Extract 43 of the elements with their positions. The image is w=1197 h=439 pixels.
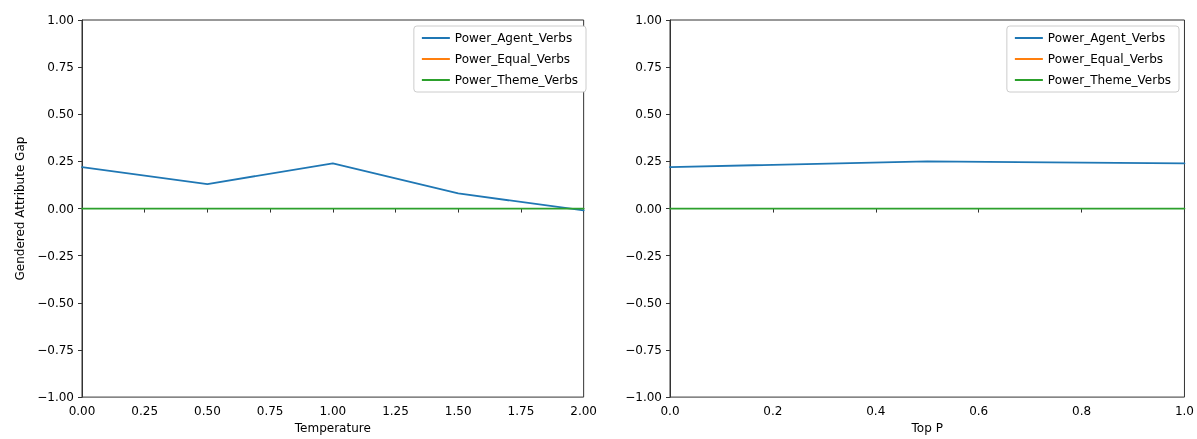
x-tick-label: 0.00 — [68, 404, 96, 419]
y-tick-label: −0.75 — [37, 342, 74, 357]
y-tick-label: 0.50 — [635, 107, 662, 122]
y-tick-label: 1.00 — [47, 13, 74, 27]
legend-label: Power_Agent_Verbs — [1047, 31, 1166, 45]
legend-label: Power_Equal_Verbs — [454, 52, 571, 66]
x-tick-label: 0.2 — [763, 404, 783, 419]
x-tick-label: 0.75 — [256, 404, 284, 419]
y-axis-title: Gendered Attribute Gap — [13, 136, 28, 281]
y-tick-label: 0.75 — [47, 60, 74, 75]
x-tick-label: 0.8 — [1072, 404, 1092, 419]
x-tick-label: 0.4 — [866, 404, 886, 419]
legend-label: Power_Agent_Verbs — [454, 31, 573, 45]
x-tick-label: 0.50 — [194, 404, 221, 419]
x-tick-label: 1.0 — [1174, 404, 1194, 419]
y-tick-label: −0.25 — [625, 248, 662, 263]
y-tick-label: 0.75 — [635, 60, 662, 75]
y-tick-label: 0.50 — [47, 107, 74, 122]
x-tick-label: 1.75 — [507, 404, 535, 419]
x-axis-title: Top P — [910, 421, 943, 435]
y-tick-label: −1.00 — [37, 390, 74, 405]
y-tick-label: 0.00 — [47, 201, 74, 216]
legend-label: Power_Theme_Verbs — [1047, 73, 1172, 87]
y-tick-label: −0.75 — [625, 342, 662, 357]
x-tick-label: 1.00 — [319, 404, 347, 419]
line-series — [81, 162, 585, 212]
y-tick-label: 0.25 — [47, 154, 74, 169]
y-tick-label: −0.50 — [625, 295, 662, 310]
y-tick-label: 0.25 — [635, 154, 662, 169]
x-tick-label: 0.25 — [131, 404, 159, 419]
x-tick-label: 1.50 — [444, 404, 472, 419]
legend-label: Power_Theme_Verbs — [454, 73, 579, 87]
y-tick-label: 1.00 — [635, 13, 662, 27]
x-tick-label: 2.00 — [570, 404, 597, 419]
y-tick-label: −0.50 — [37, 295, 74, 310]
x-tick-label: 1.25 — [382, 404, 409, 419]
x-axis-title: Temperature — [293, 421, 371, 435]
legend-label: Power_Equal_Verbs — [1047, 52, 1164, 66]
y-tick-label: −1.00 — [625, 390, 662, 405]
y-tick-label: −0.25 — [37, 248, 74, 263]
x-tick-label: 0.6 — [969, 404, 989, 419]
y-tick-label: 0.00 — [635, 201, 662, 216]
x-tick-label: 0.0 — [660, 404, 680, 419]
